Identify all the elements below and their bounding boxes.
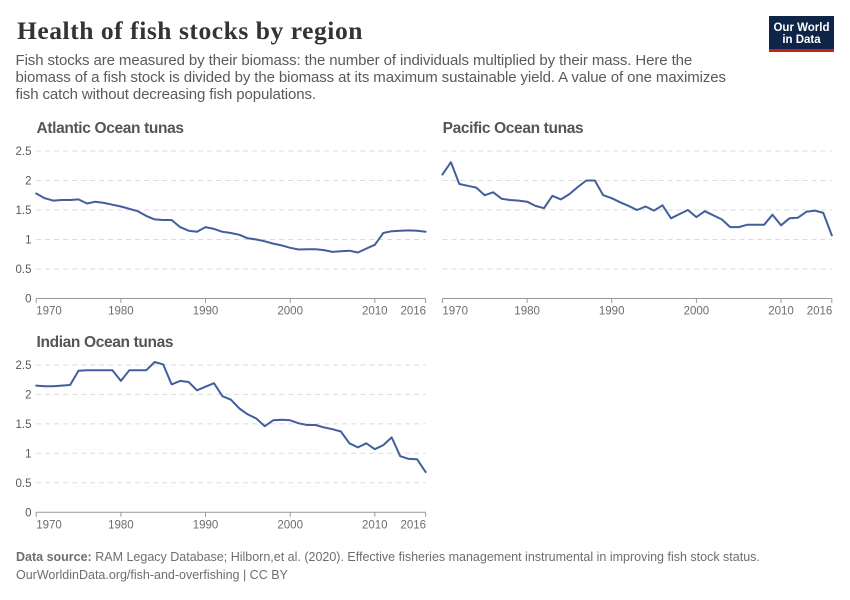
svg-text:2000: 2000	[684, 306, 710, 318]
svg-text:1990: 1990	[193, 306, 219, 318]
svg-text:2010: 2010	[362, 519, 388, 531]
svg-text:2016: 2016	[401, 306, 427, 318]
svg-text:1980: 1980	[514, 306, 540, 318]
svg-text:2016: 2016	[807, 306, 833, 318]
svg-text:2: 2	[25, 390, 31, 402]
svg-text:2000: 2000	[277, 519, 303, 531]
svg-text:0: 0	[25, 507, 31, 519]
svg-text:2016: 2016	[401, 519, 427, 531]
svg-text:Pacific Ocean tunas: Pacific Ocean tunas	[443, 120, 584, 137]
svg-text:1970: 1970	[442, 306, 468, 318]
svg-text:1.5: 1.5	[16, 419, 32, 431]
svg-text:Indian Ocean tunas: Indian Ocean tunas	[37, 334, 174, 351]
svg-text:0.5: 0.5	[16, 264, 32, 276]
svg-text:1: 1	[25, 448, 31, 460]
svg-text:2010: 2010	[362, 306, 388, 318]
svg-text:2010: 2010	[768, 306, 794, 318]
svg-text:0: 0	[25, 294, 31, 306]
svg-text:1980: 1980	[108, 306, 134, 318]
svg-text:2.5: 2.5	[16, 146, 32, 158]
svg-text:1990: 1990	[193, 519, 219, 531]
svg-text:1990: 1990	[599, 306, 625, 318]
svg-text:1.5: 1.5	[16, 205, 32, 217]
svg-text:0.5: 0.5	[16, 478, 32, 490]
svg-text:2000: 2000	[277, 306, 303, 318]
svg-text:Atlantic Ocean tunas: Atlantic Ocean tunas	[37, 120, 184, 137]
svg-text:1970: 1970	[36, 306, 62, 318]
svg-text:2.5: 2.5	[16, 360, 32, 372]
svg-text:1980: 1980	[108, 519, 134, 531]
svg-text:1: 1	[25, 235, 31, 247]
svg-text:2: 2	[25, 176, 31, 188]
svg-text:1970: 1970	[36, 519, 62, 531]
